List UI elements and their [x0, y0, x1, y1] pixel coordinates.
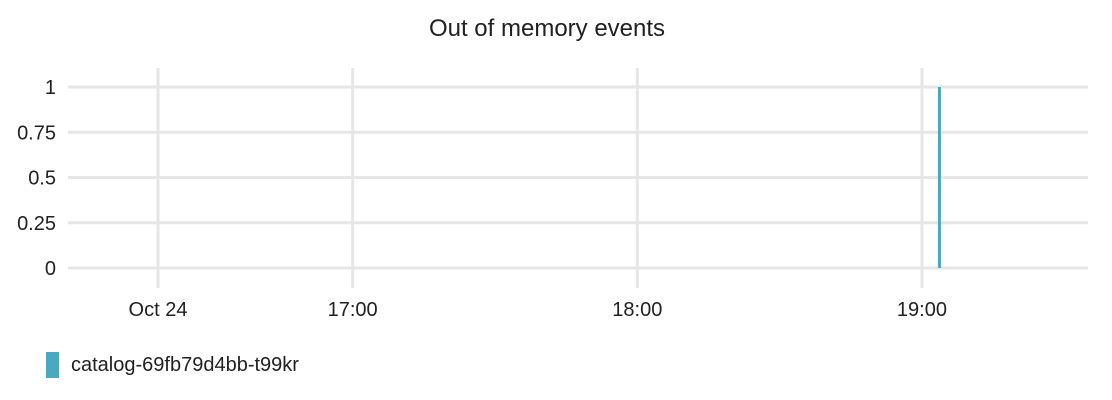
legend-swatch	[46, 352, 59, 378]
y-tick-label: 0.25	[17, 213, 56, 235]
x-tick-label: 17:00	[328, 299, 378, 321]
grid	[68, 68, 1088, 288]
y-tick-label: 0.5	[28, 168, 56, 190]
chart-title: Out of memory events	[429, 15, 665, 42]
y-tick-label: 0	[45, 258, 56, 280]
x-axis-ticks: Oct 24 17:00 18:00 19:00	[129, 299, 947, 321]
x-tick-label: 18:00	[612, 299, 662, 321]
x-tick-label: 19:00	[897, 299, 947, 321]
legend: catalog-69fb79d4bb-t99kr	[46, 352, 299, 378]
y-tick-label: 1	[45, 77, 56, 99]
x-tick-label: Oct 24	[129, 299, 188, 321]
y-axis-ticks: 0 0.25 0.5 0.75 1	[17, 77, 56, 280]
legend-label: catalog-69fb79d4bb-t99kr	[71, 353, 299, 376]
y-tick-label: 0.75	[17, 122, 56, 144]
